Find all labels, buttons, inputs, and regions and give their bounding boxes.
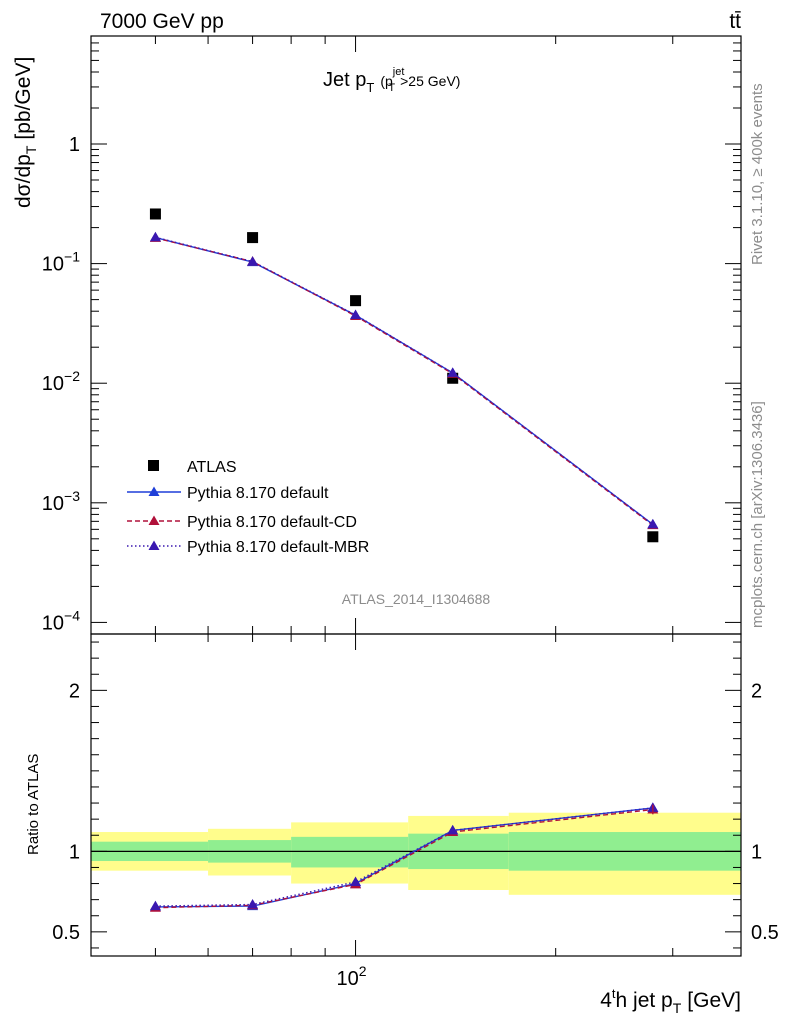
legend-atlas-marker (148, 460, 159, 471)
ratio-uncertainty-bands (91, 812, 741, 895)
rivet-label: Rivet 3.1.10, ≥ 400k events (749, 83, 766, 265)
main-ylabel: dσ/dpT[pb/GeV] (12, 57, 39, 208)
legend-default-label: Pythia 8.170 default (187, 485, 329, 502)
analysis-id: ATLAS_2014_I1304688 (342, 591, 491, 607)
ratio-line (155, 807, 653, 907)
ratio-frame (90, 633, 742, 957)
legend: ATLAS Pythia 8.170 default Pythia 8.170 … (127, 459, 369, 556)
ratio-ylabel: Ratio to ATLAS (25, 754, 42, 855)
mc-point (149, 231, 161, 242)
legend-atlas-label: ATLAS (187, 459, 237, 476)
legend-mbr-marker (148, 540, 160, 550)
mcplots-label: mcplots.cern.ch [arXiv:1306.3436] (749, 401, 766, 628)
main-ytick-label: 10−3 (42, 488, 80, 515)
ratio-point (350, 876, 362, 886)
ratio-ytick-label-right: 1 (751, 841, 762, 863)
mc-point (350, 309, 362, 319)
legend-mbr-label: Pythia 8.170 default-MBR (187, 539, 369, 556)
mc-line (155, 236, 654, 525)
ratio-point (247, 898, 259, 909)
main-axes: 1 10−1 10−2 10−3 10−4 (42, 35, 741, 634)
legend-cd-marker (148, 515, 160, 525)
energy-label: 7000 GeV pp (100, 10, 224, 33)
ratio-axes: 0.5 0.5 1 1 2 2 102 (52, 634, 779, 990)
ratio-point (447, 824, 459, 835)
ratio-xlabel: 4th jet pT [GeV] (600, 986, 741, 1016)
atlas-point (447, 372, 459, 384)
plot-title: Jet pT (pjet T >25 GeV) (323, 66, 460, 95)
main-ytick-label: 10−2 (42, 368, 80, 395)
mc-line (155, 236, 654, 525)
main-plot-marks (149, 208, 659, 543)
ratio-ytick-label-left: 2 (69, 680, 80, 702)
inner-band (291, 836, 409, 868)
ratio-ytick-label-left: 0.5 (52, 922, 80, 944)
ratio-panel: 0.5 0.5 1 1 2 2 102 Ratio to ATLAS 4th jet pT[… (25, 633, 779, 1016)
mc-line (155, 237, 654, 526)
atlas-point (350, 295, 362, 307)
main-ytick-label: 1 (69, 134, 80, 156)
atlas-point (247, 232, 259, 244)
ratio-ytick-label-left: 1 (69, 841, 80, 863)
mc-point (647, 518, 659, 529)
mc-point (447, 367, 459, 377)
legend-cd-label: Pythia 8.170 default-CD (187, 514, 357, 531)
ratio-ytick-label-right: 2 (751, 680, 762, 702)
atlas-point (149, 208, 161, 220)
process-label: tt̄ (729, 10, 741, 33)
main-panel: 1 10−1 10−2 10−3 10−4 Jet pT (pjet T >25 GeV) d… (12, 35, 742, 635)
ratio-ytick-label-right: 0.5 (751, 922, 779, 944)
ratio-xtick-label: 102 (337, 963, 367, 990)
legend-default-marker (148, 486, 160, 496)
main-ytick-label: 10−4 (42, 607, 80, 634)
ratio-plot-marks (149, 802, 659, 912)
ratio-point (149, 900, 161, 911)
mc-point (247, 256, 259, 266)
main-ytick-label: 10−1 (42, 249, 80, 276)
atlas-point (647, 531, 659, 543)
